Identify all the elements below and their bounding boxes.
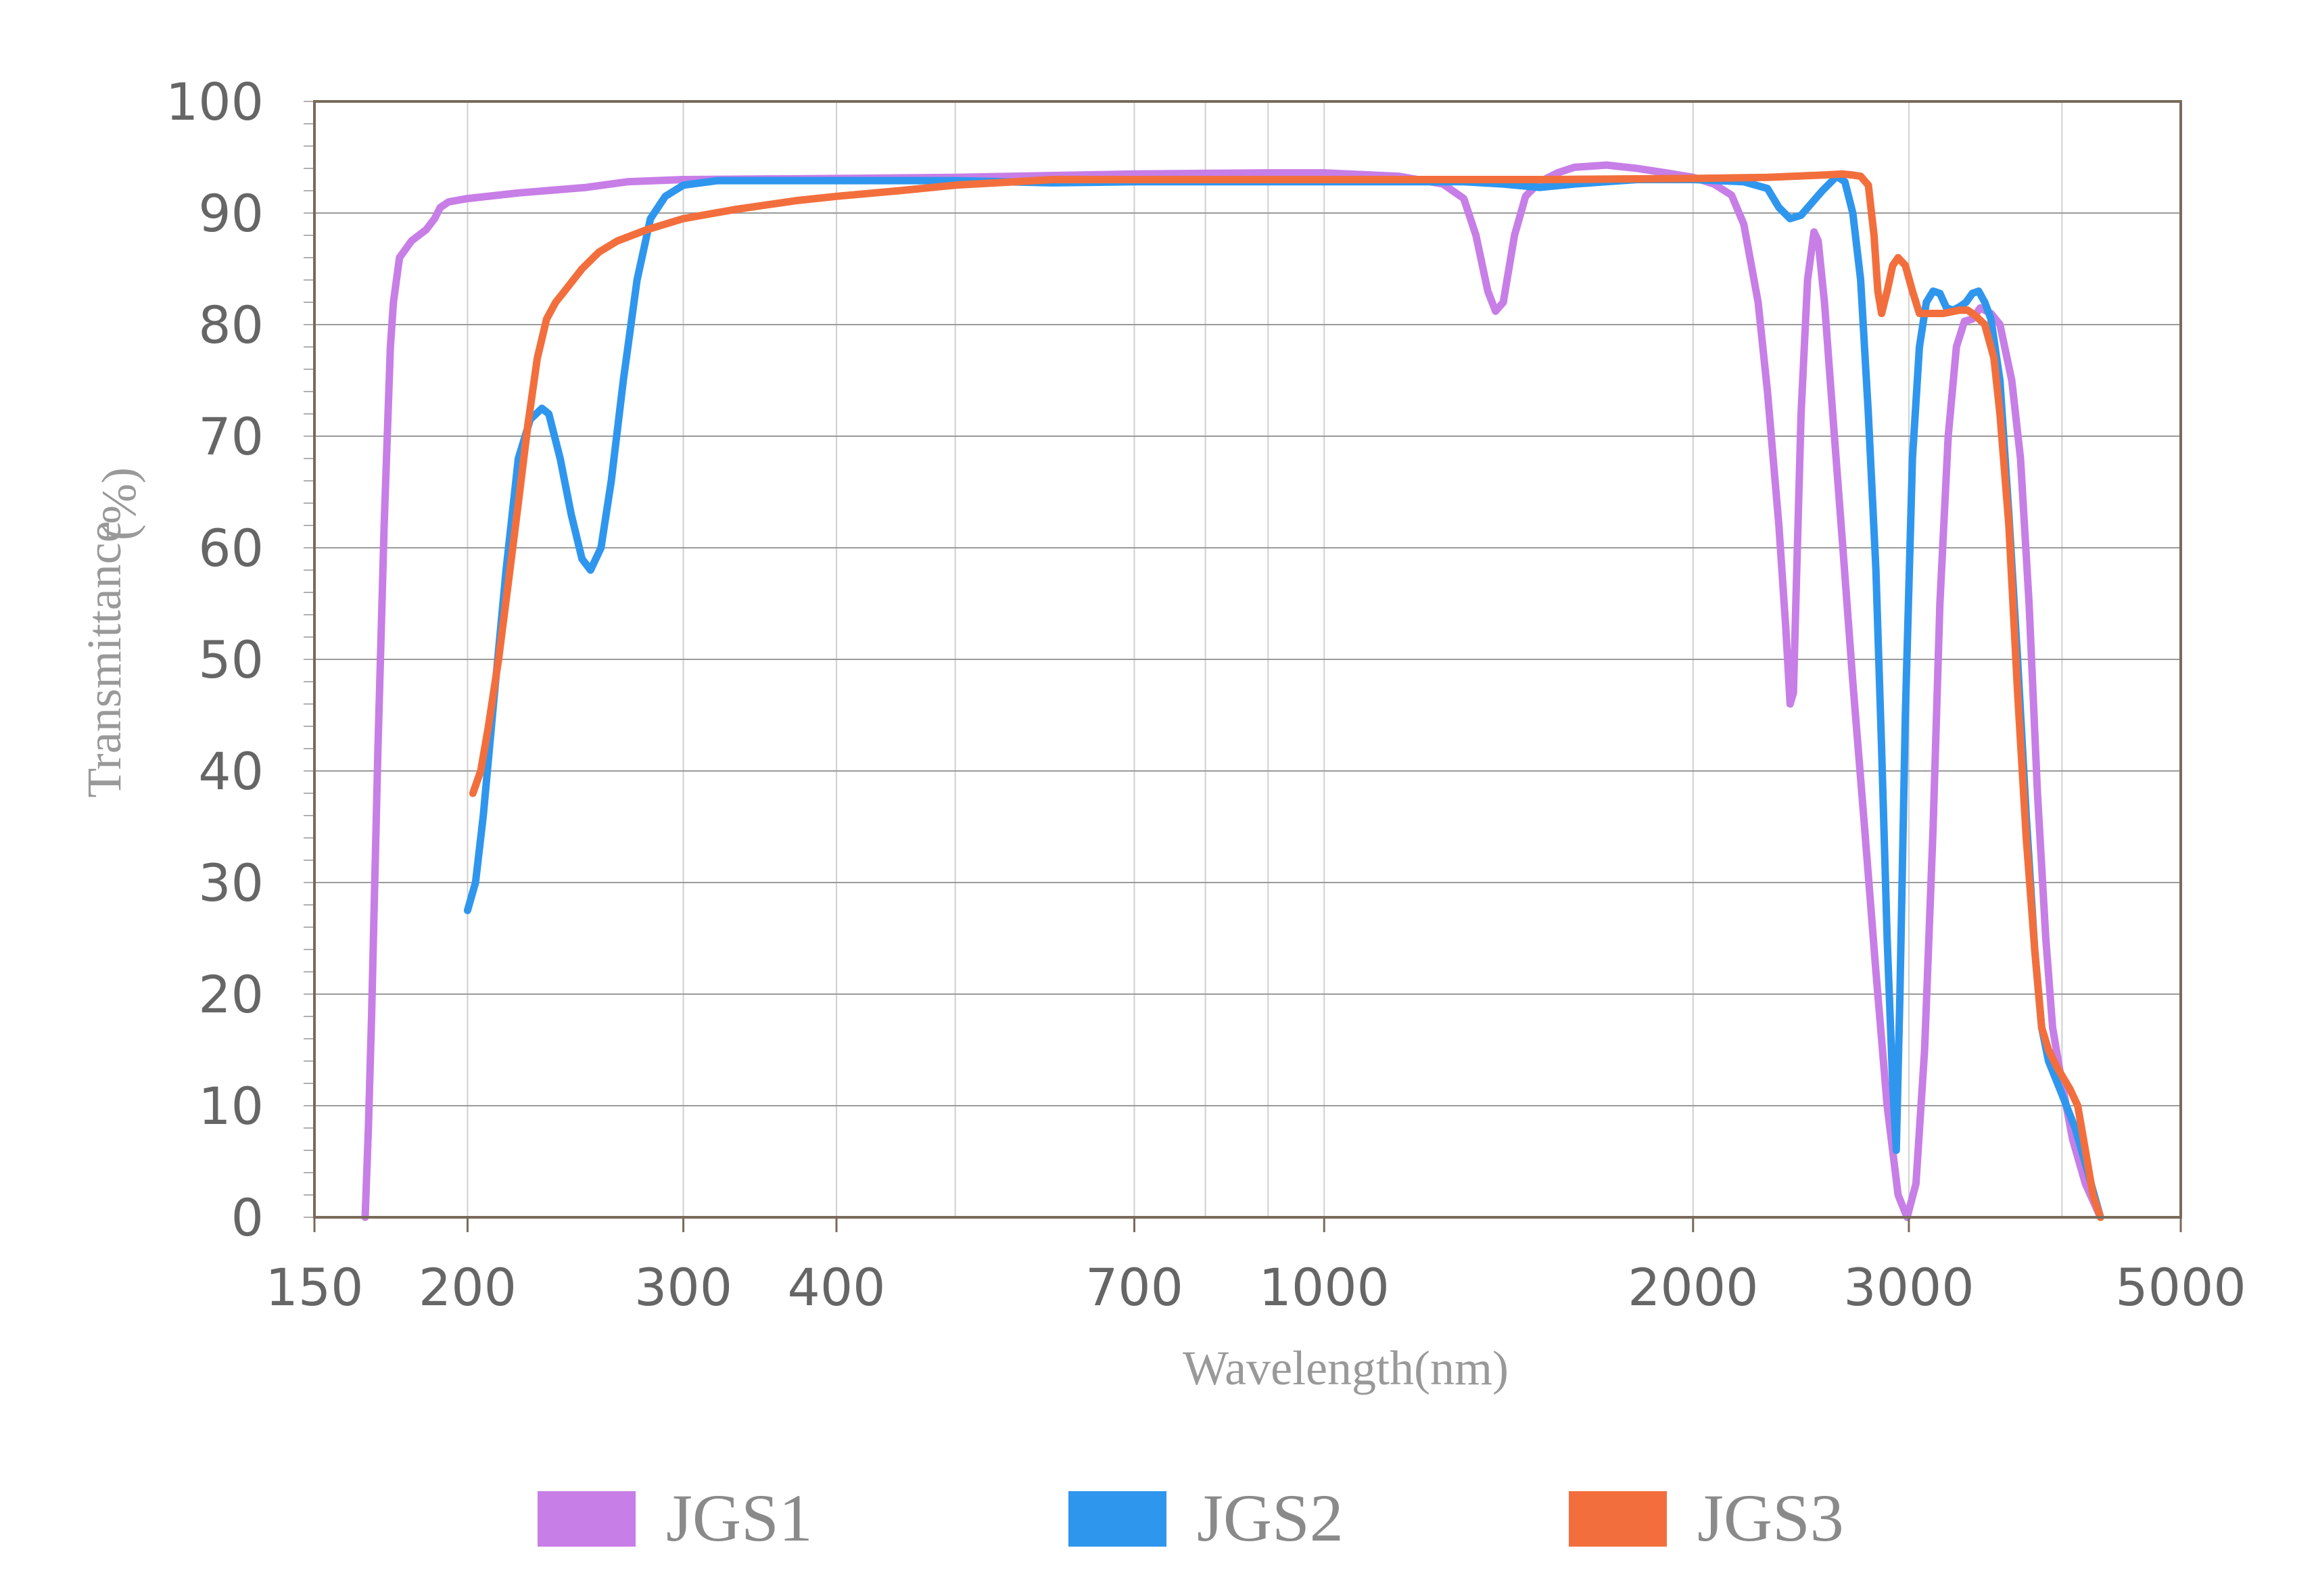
series-line-jgs3 (469, 170, 2104, 1221)
legend-label: JGS2 (1197, 1480, 1344, 1555)
y-tick-label: 20 (198, 964, 264, 1025)
y-tick-label: 100 (166, 72, 264, 132)
tick-labels: 150 200 300 400 700 1000 2000 3000 5000 0 10 20 30 40… (166, 72, 2246, 1317)
y-tick-label: 70 (198, 406, 264, 467)
y-axis-title: Transmittance (77, 521, 131, 797)
y-tick-label: 80 (198, 295, 264, 355)
y-tick-label: 90 (198, 183, 264, 243)
x-tick-label: 400 (787, 1257, 885, 1317)
plot-border (313, 100, 2182, 1219)
y-tick-label: 50 (198, 630, 264, 690)
series-line-jgs1 (361, 161, 2104, 1221)
legend-swatch (538, 1491, 636, 1547)
legend-label: JGS3 (1697, 1480, 1844, 1555)
legend-item-jgs1: JGS1 (538, 1480, 813, 1555)
x-tick-label: 2000 (1628, 1257, 1758, 1317)
x-tick-label: 150 (265, 1257, 363, 1317)
y-tick-label: 40 (198, 741, 264, 801)
series-layer (361, 161, 2104, 1221)
legend-swatch (1569, 1491, 1667, 1547)
x-tick-label: 3000 (1843, 1257, 1974, 1317)
series-line-jgs2 (463, 172, 2104, 1221)
y-tick-label: 10 (198, 1076, 264, 1136)
plot-frame (313, 100, 2182, 1232)
x-tick-label: 300 (634, 1257, 732, 1317)
x-tick-label: 200 (419, 1257, 517, 1317)
x-axis-title: Wavelength(nm) (1183, 1341, 1509, 1395)
x-tick-label: 5000 (2115, 1257, 2246, 1317)
y-tick-label: 60 (198, 518, 264, 578)
y-tick-label: 30 (198, 853, 264, 913)
legend-swatch (1068, 1491, 1166, 1547)
legend-item-jgs2: JGS2 (1068, 1480, 1344, 1555)
x-tick-label: 700 (1085, 1257, 1183, 1317)
y-tick-label: 0 (231, 1188, 264, 1248)
legend: JGS1 JGS2 JGS3 (538, 1480, 1844, 1555)
x-tick-label: 1000 (1259, 1257, 1390, 1317)
legend-item-jgs3: JGS3 (1569, 1480, 1844, 1555)
legend-label: JGS1 (666, 1480, 813, 1555)
y-axis-unit: (%) (92, 467, 146, 540)
